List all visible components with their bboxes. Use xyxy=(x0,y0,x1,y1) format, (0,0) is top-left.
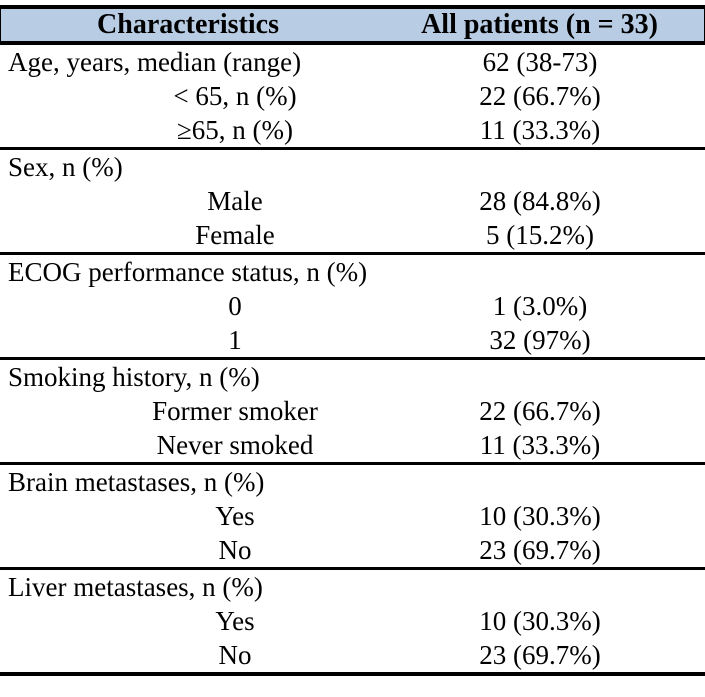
row-label: Former smoker xyxy=(152,395,318,426)
table-row: ECOG performance status, n (%) xyxy=(0,255,705,289)
row-label: Smoking history, n (%) xyxy=(8,361,260,392)
row-label: Sex, n (%) xyxy=(8,151,123,182)
table-row: Yes 10 (30.3%) xyxy=(0,604,705,638)
column-header-characteristics: Characteristics xyxy=(97,9,279,40)
row-value: 11 (33.3%) xyxy=(479,114,601,145)
row-label: Brain metastases, n (%) xyxy=(8,466,265,497)
table-row: Yes 10 (30.3%) xyxy=(0,499,705,533)
row-value: 22 (66.7%) xyxy=(479,80,601,111)
row-label: Liver metastases, n (%) xyxy=(8,571,263,602)
row-label: Yes xyxy=(215,605,255,636)
table-row: < 65, n (%) 22 (66.7%) xyxy=(0,79,705,113)
row-value: 23 (69.7%) xyxy=(479,534,601,565)
table-row: Age, years, median (range) 62 (38-73) xyxy=(0,45,705,79)
row-label: No xyxy=(218,534,252,565)
table-row: No 23 (69.7%) xyxy=(0,638,705,676)
table-body: Age, years, median (range) 62 (38-73) < … xyxy=(0,45,705,676)
row-value: 62 (38-73) xyxy=(482,46,598,77)
table-row: Former smoker 22 (66.7%) xyxy=(0,394,705,428)
row-value: 23 (69.7%) xyxy=(479,639,601,670)
table-row: 0 1 (3.0%) xyxy=(0,289,705,323)
row-label: 1 xyxy=(228,324,242,355)
row-label: ECOG performance status, n (%) xyxy=(8,256,368,287)
table-row: Sex, n (%) xyxy=(0,150,705,184)
table-row: ≥65, n (%) 11 (33.3%) xyxy=(0,113,705,150)
table-row: Female 5 (15.2%) xyxy=(0,218,705,255)
table-row: Brain metastases, n (%) xyxy=(0,465,705,499)
row-value: 32 (97%) xyxy=(489,324,591,355)
row-label: Yes xyxy=(215,500,255,531)
row-value: 5 (15.2%) xyxy=(486,219,594,250)
table-row: Smoking history, n (%) xyxy=(0,360,705,394)
row-label: No xyxy=(218,639,252,670)
row-value: 11 (33.3%) xyxy=(479,429,601,460)
row-label: < 65, n (%) xyxy=(173,80,297,111)
table-row: Liver metastases, n (%) xyxy=(0,570,705,604)
row-value: 28 (84.8%) xyxy=(479,185,601,216)
row-label: Never smoked xyxy=(156,429,314,460)
row-value: 10 (30.3%) xyxy=(479,605,601,636)
table-row: 1 32 (97%) xyxy=(0,323,705,360)
table-row: Never smoked 11 (33.3%) xyxy=(0,428,705,465)
row-value: 10 (30.3%) xyxy=(479,500,601,531)
table-row: Male 28 (84.8%) xyxy=(0,184,705,218)
table-header-row: Characteristics All patients (n = 33) xyxy=(0,5,705,45)
row-label: Male xyxy=(207,185,263,216)
row-label: Age, years, median (range) xyxy=(8,46,302,77)
patient-characteristics-table: Characteristics All patients (n = 33) Ag… xyxy=(0,5,705,676)
column-header-all-patients: All patients (n = 33) xyxy=(421,9,658,40)
row-value: 1 (3.0%) xyxy=(492,290,588,321)
table-row: No 23 (69.7%) xyxy=(0,533,705,570)
row-label: ≥65, n (%) xyxy=(176,114,294,145)
row-label: Female xyxy=(195,219,275,250)
row-label: 0 xyxy=(228,290,242,321)
row-value: 22 (66.7%) xyxy=(479,395,601,426)
